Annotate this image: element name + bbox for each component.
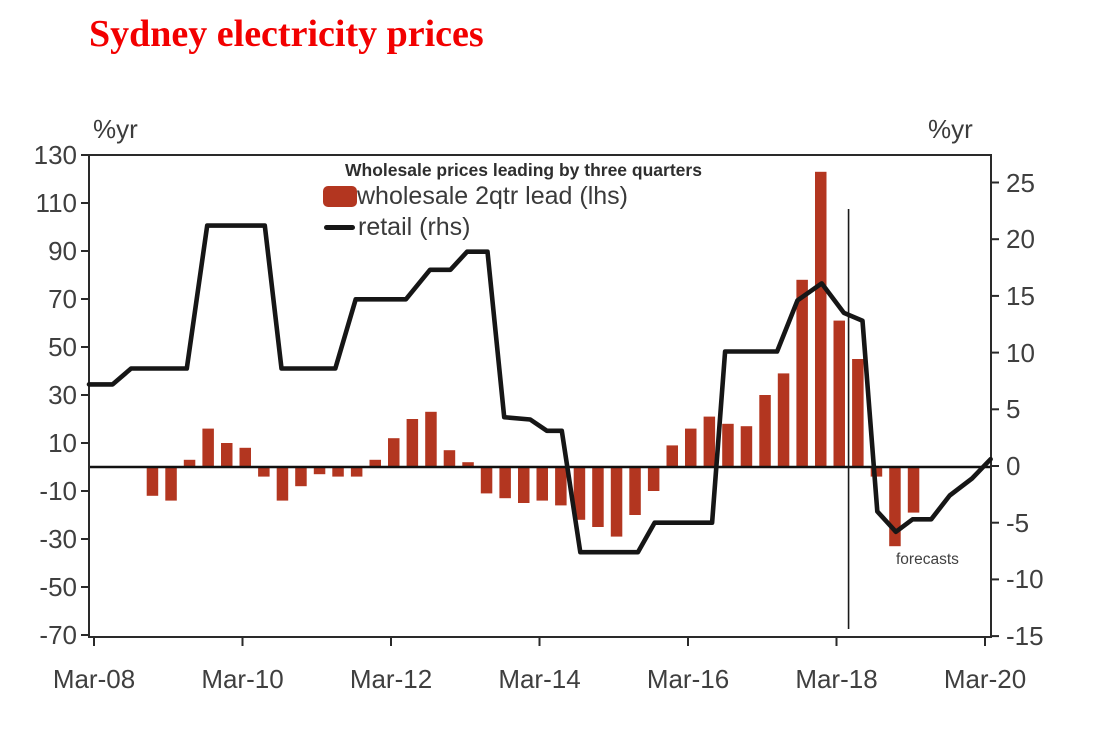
legend-label-wholesale: wholesale 2qtr lead (lhs) — [357, 182, 628, 210]
wholesale-bar — [388, 438, 400, 467]
x-axis-tick-label: Mar-08 — [52, 664, 136, 694]
wholesale-bar — [759, 395, 771, 467]
wholesale-bar — [258, 467, 270, 477]
left-axis-tick-label: -30 — [39, 524, 77, 554]
chart-title: Sydney electricity prices — [89, 13, 484, 55]
retail-line — [86, 223, 993, 555]
line-swatch-icon — [324, 225, 355, 230]
right-axis-tick-label: 15 — [1006, 280, 1035, 311]
right-axis-tick-label: 0 — [1006, 451, 1021, 481]
x-axis-tick-label: Mar-14 — [498, 664, 581, 694]
wholesale-bar — [647, 467, 660, 491]
right-axis-tick-label: -5 — [1006, 507, 1030, 538]
wholesale-bar — [443, 450, 456, 467]
wholesale-bar — [852, 359, 864, 467]
wholesale-bar — [777, 373, 790, 467]
wholesale-bar — [276, 467, 289, 501]
x-axis-tick-label: Mar-20 — [943, 664, 1027, 694]
wholesale-bar — [221, 443, 233, 467]
right-axis-tick-label: 20 — [1006, 224, 1035, 255]
wholesale-bar — [369, 459, 381, 467]
left-axis-tick-label: 50 — [48, 332, 77, 362]
wholesale-bar — [518, 467, 530, 503]
wholesale-bar — [573, 467, 586, 520]
left-axis-tick-label: -50 — [39, 572, 77, 602]
left-axis-tick-label: 70 — [48, 284, 77, 314]
wholesale-bar — [610, 467, 623, 537]
wholesale-bar — [480, 467, 493, 494]
x-axis-tick-label: Mar-10 — [201, 664, 284, 694]
wholesale-bar — [146, 467, 159, 496]
wholesale-bar — [685, 428, 697, 467]
right-axis-tick-label: 10 — [1006, 337, 1035, 368]
wholesale-bar — [833, 320, 845, 467]
right-axis-tick-label: -10 — [1006, 564, 1044, 595]
left-axis-unit-label: %yr — [93, 114, 138, 144]
left-axis-tick-label: -10 — [39, 476, 77, 506]
x-axis-tick-label: Mar-18 — [795, 664, 878, 694]
x-axis-tick-label: Mar-12 — [349, 664, 433, 694]
legend-item-wholesale: wholesale 2qtr lead (lhs) — [300, 181, 760, 212]
left-axis-tick-label: -70 — [39, 620, 77, 650]
wholesale-bar — [332, 467, 344, 477]
wholesale-bar — [815, 171, 827, 468]
left-axis-tick-label: 110 — [35, 188, 77, 218]
left-axis-tick-label: 10 — [48, 428, 77, 458]
wholesale-bar — [703, 416, 716, 467]
wholesale-bar — [239, 447, 251, 467]
wholesale-bar — [722, 423, 734, 467]
wholesale-bar — [796, 279, 808, 467]
wholesale-bar — [202, 428, 214, 467]
wholesale-bar — [907, 467, 920, 513]
wholesale-bar — [406, 419, 419, 467]
wholesale-bar — [350, 467, 363, 477]
left-axis-tick-label: 90 — [48, 236, 77, 266]
right-axis-tick-label: 25 — [1006, 167, 1035, 198]
wholesale-bar — [295, 467, 307, 487]
wholesale-bar — [313, 467, 326, 475]
legend-label-retail: retail (rhs) — [358, 213, 471, 241]
legend-item-retail: retail (rhs) — [300, 212, 760, 243]
wholesale-bar — [536, 467, 548, 501]
wholesale-bar — [666, 445, 678, 467]
right-axis-unit-label: %yr — [928, 114, 973, 144]
legend-heading: Wholesale prices leading by three quarte… — [345, 160, 702, 180]
wholesale-bar — [889, 467, 901, 547]
wholesale-bar — [462, 462, 474, 467]
wholesale-bar — [183, 459, 196, 467]
wholesale-bar — [165, 467, 177, 501]
wholesale-bar — [425, 411, 437, 467]
left-axis-tick-label: 130 — [33, 140, 77, 170]
left-axis-tick-label: 30 — [48, 380, 77, 410]
bar-swatch-icon — [323, 186, 357, 207]
forecast-annotation: forecasts — [896, 551, 959, 568]
wholesale-bar — [629, 467, 641, 515]
wholesale-bar — [740, 426, 753, 467]
wholesale-bar — [555, 467, 567, 506]
wholesale-bar — [499, 467, 511, 499]
right-axis-tick-label: -15 — [1006, 621, 1044, 652]
wholesale-bar — [592, 467, 604, 527]
chart-legend: Wholesale prices leading by three quarte… — [300, 160, 760, 243]
x-axis-tick-label: Mar-16 — [646, 664, 730, 694]
right-axis-tick-label: 5 — [1006, 394, 1021, 425]
